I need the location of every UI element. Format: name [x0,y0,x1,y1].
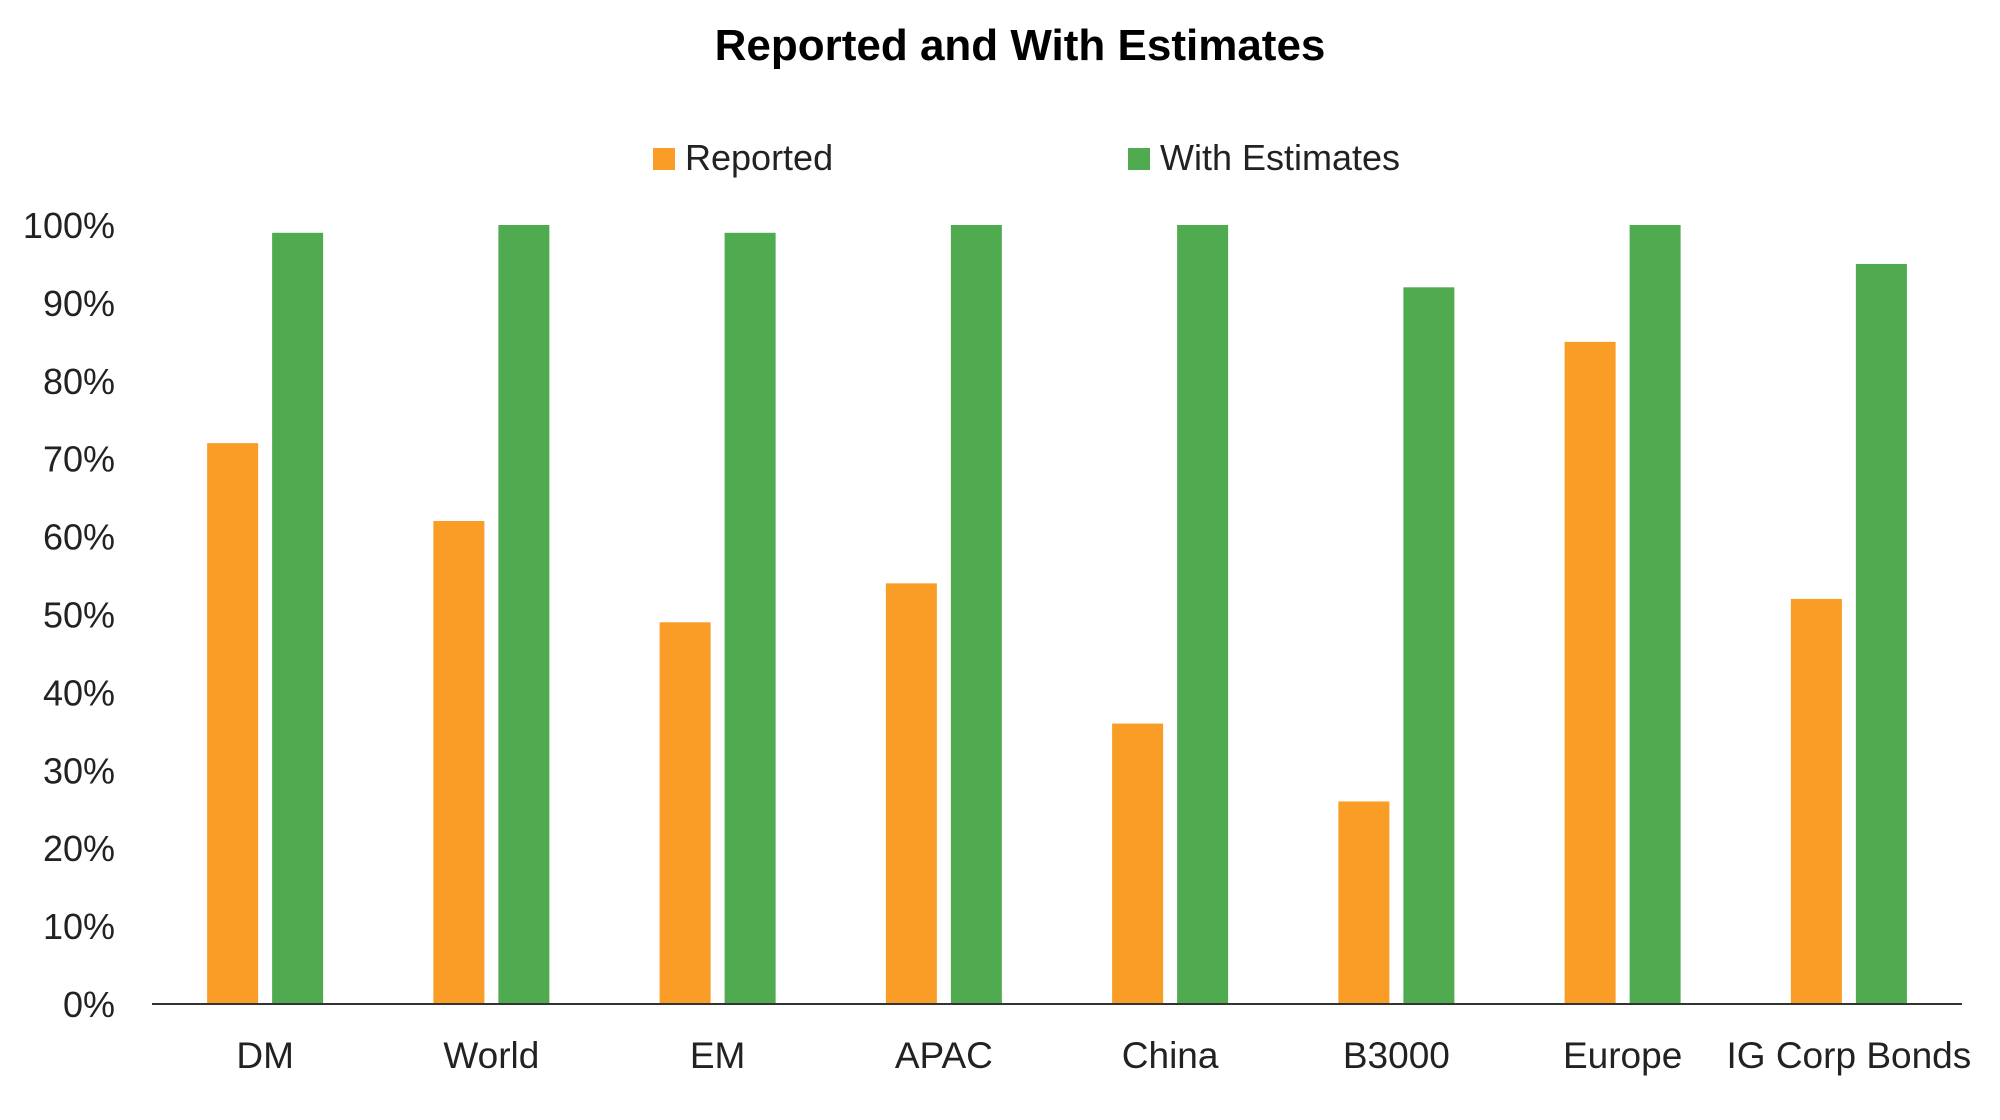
bar-reported [659,622,711,1004]
bar-with-estimates [272,232,324,1005]
x-category-label: DM [236,1035,294,1076]
legend-swatch-reported [653,148,675,170]
x-category-label: APAC [895,1035,993,1076]
y-tick-label: 70% [43,439,115,480]
y-tick-label: 40% [43,672,115,713]
bar-reported [1112,723,1164,1004]
bar-with-estimates [724,232,776,1005]
y-tick-label: 30% [43,750,115,791]
chart-title: Reported and With Estimates [715,21,1326,70]
y-tick-label: 100% [23,205,115,246]
x-category-label: Europe [1563,1035,1682,1076]
x-category-label: World [443,1035,539,1076]
bar-with-estimates [1855,263,1907,1004]
bars-group [207,225,1907,1005]
y-tick-label: 20% [43,828,115,869]
y-tick-label: 80% [43,361,115,402]
bar-reported [207,443,259,1004]
bar-reported [1790,598,1842,1004]
legend-label-with-estimates: With Estimates [1160,137,1400,178]
y-tick-label: 90% [43,283,115,324]
y-axis-ticks: 0% 10% 20% 30% 40% 50% 60% 70% 80% 90% 100% [23,205,115,1025]
bar-reported [885,583,937,1004]
legend-swatch-with-estimates [1128,148,1150,170]
legend-item-reported: Reported [653,137,833,178]
bar-with-estimates [950,225,1002,1004]
bar-with-estimates [1403,287,1455,1004]
y-tick-label: 10% [43,906,115,947]
bar-with-estimates [1629,225,1681,1004]
y-tick-label: 0% [63,984,115,1025]
x-category-label: B3000 [1343,1035,1450,1076]
y-tick-label: 50% [43,595,115,636]
y-tick-label: 60% [43,517,115,558]
bar-with-estimates [1177,225,1229,1004]
bar-reported [1564,341,1616,1005]
bar-reported [1338,801,1390,1004]
x-category-label: EM [690,1035,746,1076]
legend-item-with-estimates: With Estimates [1128,137,1400,178]
x-category-label: IG Corp Bonds [1727,1035,1972,1076]
x-category-label: China [1122,1035,1219,1076]
legend: Reported With Estimates [653,137,1400,178]
legend-label-reported: Reported [685,137,833,178]
x-axis-labels: DM World EM APAC China B3000 Europe IG Corp Bon… [236,1035,1971,1076]
bar-reported [433,521,485,1004]
bar-with-estimates [498,225,550,1004]
